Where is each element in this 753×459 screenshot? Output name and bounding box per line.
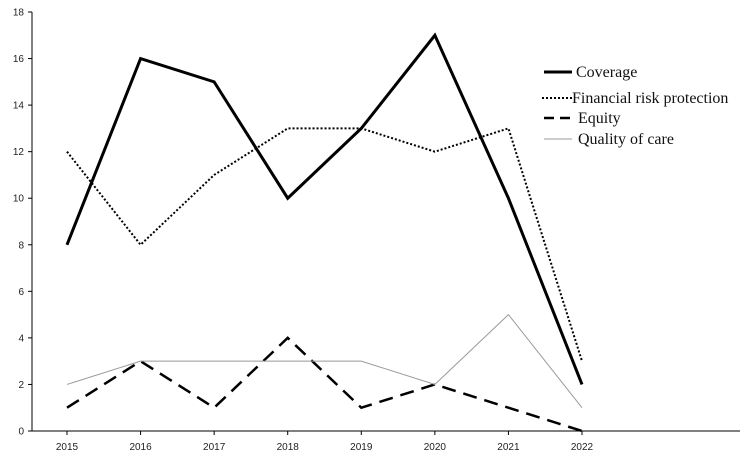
series-line-coverage (65, 32, 584, 385)
x-tick-label: 2015 (56, 442, 79, 453)
legend-label: Quality of care (578, 131, 674, 148)
legend-label: Financial risk protection (572, 90, 728, 107)
y-tick-label: 6 (18, 287, 24, 298)
y-tick-label: 16 (13, 54, 25, 65)
x-ticks: 2015 2016 2017 2018 2019 2020 2021 2022 (56, 431, 594, 453)
y-tick-label: 2 (18, 380, 24, 391)
y-ticks: 0 2 4 6 8 10 12 14 16 18 (13, 8, 32, 438)
x-tick-label: 2021 (497, 442, 520, 453)
series-line-equity (66, 336, 583, 433)
x-tick-label: 2016 (129, 442, 152, 453)
y-tick-label: 4 (18, 333, 24, 344)
series-line-quality-of-care (66, 313, 583, 409)
series-lines (65, 32, 584, 433)
x-tick-label: 2018 (277, 442, 300, 453)
axes (31, 12, 740, 432)
y-tick-label: 10 (13, 194, 25, 205)
x-tick-label: 2020 (424, 442, 447, 453)
y-tick-label: 12 (13, 147, 25, 158)
legend-label: Coverage (576, 64, 637, 81)
y-tick-label: 14 (13, 101, 25, 112)
x-tick-label: 2017 (203, 442, 226, 453)
y-tick-label: 18 (13, 8, 25, 19)
legend: Coverage Financial risk protection Equity Q… (542, 64, 728, 148)
legend-label: Equity (578, 110, 621, 127)
y-tick-label: 8 (18, 240, 24, 251)
y-tick-label: 0 (18, 427, 24, 438)
x-tick-label: 2022 (571, 442, 594, 453)
x-tick-label: 2019 (350, 442, 373, 453)
